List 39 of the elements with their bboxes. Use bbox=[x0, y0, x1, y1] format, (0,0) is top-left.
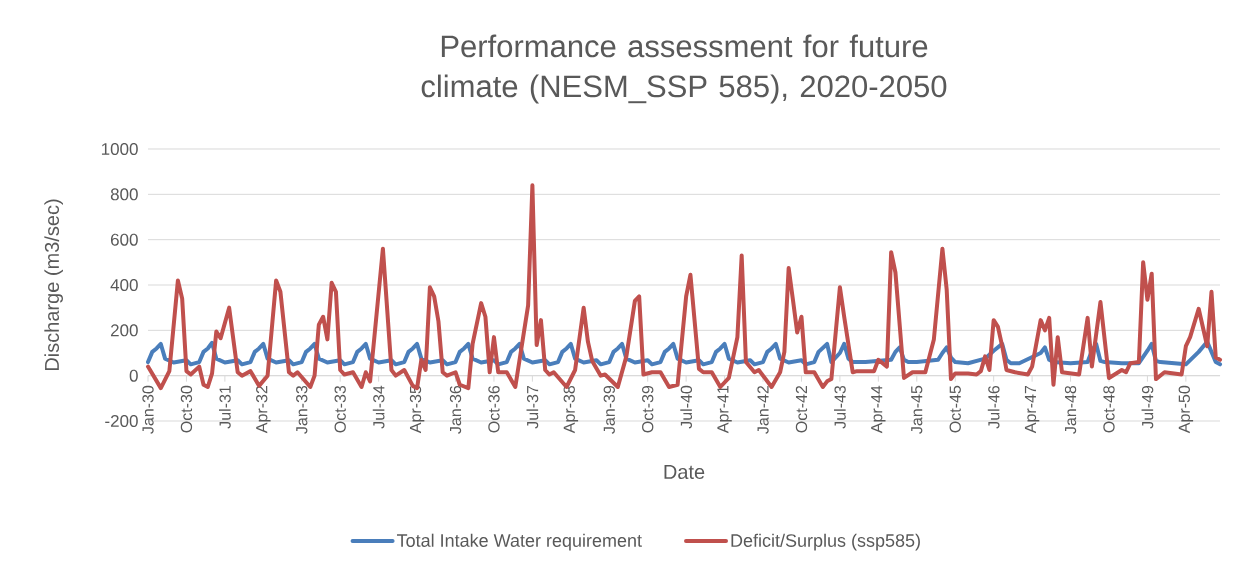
y-axis-title: Discharge (m3/sec) bbox=[44, 199, 63, 371]
y-tick-label: -200 bbox=[105, 414, 138, 428]
x-tick-label: Apr-41 bbox=[717, 385, 732, 434]
x-tick-label: Apr-50 bbox=[1178, 385, 1194, 434]
x-tick-label: Jan-42 bbox=[757, 386, 769, 434]
x-tick-label: Apr-47 bbox=[1024, 386, 1040, 434]
x-tick-label: Oct-48 bbox=[1103, 385, 1115, 433]
x-tick-label: Oct-33 bbox=[334, 385, 346, 433]
x-tick-label: Oct-30 bbox=[180, 385, 193, 433]
x-tick-label: Jan-39 bbox=[603, 385, 615, 434]
y-tick-label: 1000 bbox=[101, 142, 138, 156]
x-tick-label: Oct-36 bbox=[488, 385, 500, 433]
x-tick-label: Jul-40 bbox=[680, 385, 693, 429]
x-tick-label: Jan-33 bbox=[296, 385, 308, 434]
x-tick-label: Apr-32 bbox=[256, 386, 271, 434]
y-tick-label: 0 bbox=[129, 369, 138, 382]
legend-label: Total Intake Water requirement bbox=[396, 533, 642, 551]
x-tick-label: Jul-37 bbox=[526, 386, 539, 429]
x-tick-label: Jul-46 bbox=[987, 385, 1000, 429]
x-tick-label: Jan-30 bbox=[142, 385, 154, 434]
x-tick-label: Jul-34 bbox=[372, 385, 385, 429]
x-tick-label: Jan-48 bbox=[1064, 385, 1077, 434]
x-tick-label: Jul-49 bbox=[1141, 385, 1154, 429]
x-tick-label: Oct-39 bbox=[642, 385, 654, 433]
x-tick-label: Apr-44 bbox=[871, 385, 886, 434]
chart-title: Performance assessment for future climate (NESM_SSP 585), 2020-2050 bbox=[421, 34, 947, 104]
x-tick-label: Jan-36 bbox=[449, 385, 462, 434]
x-tick-label: Apr-38 bbox=[563, 385, 579, 434]
x-tick-label: Jul-43 bbox=[834, 385, 846, 429]
x-tick-label: Oct-45 bbox=[949, 385, 961, 433]
x-tick-label: Oct-42 bbox=[795, 385, 808, 433]
y-tick-label: 800 bbox=[110, 188, 138, 201]
y-tick-label: 400 bbox=[110, 278, 138, 292]
legend-label: Deficit/Surplus (ssp585) bbox=[731, 533, 920, 551]
y-tick-label: 200 bbox=[110, 324, 138, 337]
x-tick-label: Jan-45 bbox=[911, 385, 923, 434]
y-tick-label: 600 bbox=[110, 233, 138, 246]
x-tick-label: Jul-31 bbox=[219, 385, 231, 429]
x-axis-title: Date bbox=[664, 465, 705, 479]
